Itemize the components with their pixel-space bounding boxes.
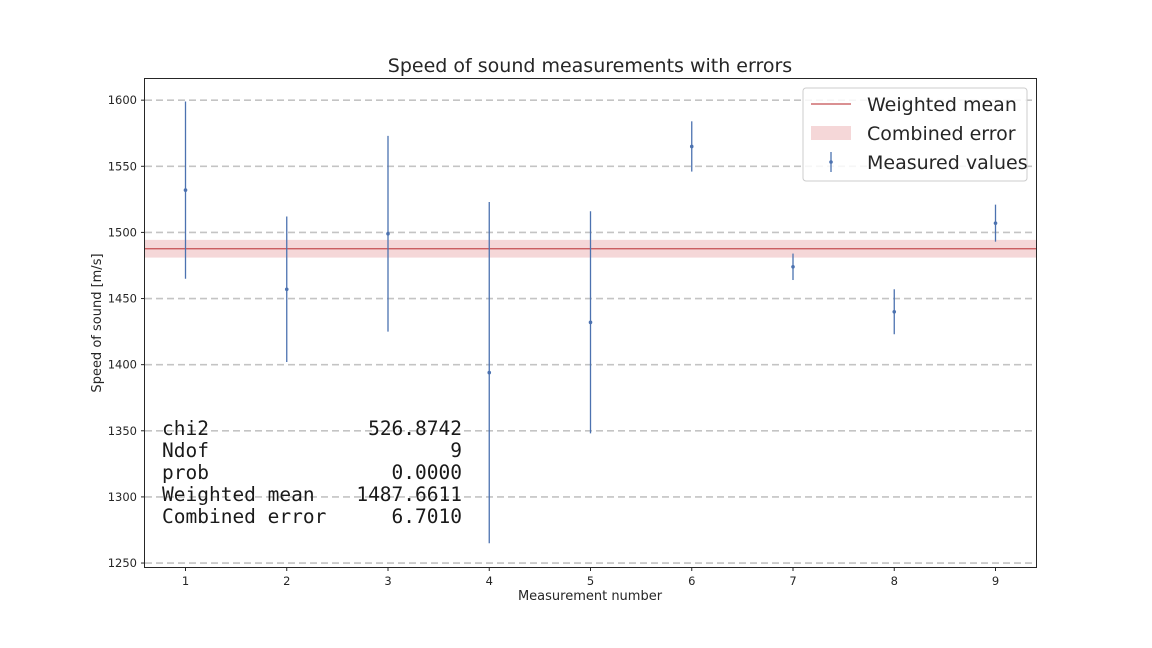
stats-box: chi2 526.8742 Ndof 9 prob 0.0000 Weighted mean… bbox=[162, 417, 462, 528]
x-tick-label: 4 bbox=[486, 574, 493, 588]
stat-value: 526.8742 bbox=[368, 417, 462, 440]
x-tick-label: 7 bbox=[789, 574, 796, 588]
stat-label: Combined error bbox=[162, 505, 326, 528]
x-tick-label: 5 bbox=[587, 574, 594, 588]
x-tick-label: 1 bbox=[182, 574, 189, 588]
stat-value: 6.7010 bbox=[392, 505, 462, 528]
series-layer bbox=[145, 101, 1036, 544]
y-tick-label: 1450 bbox=[108, 292, 137, 306]
y-tick-label: 1300 bbox=[108, 490, 137, 504]
stat-label: chi2 bbox=[162, 417, 209, 440]
data-point bbox=[487, 370, 492, 375]
x-tick-label: 3 bbox=[384, 574, 391, 588]
y-tick-label: 1400 bbox=[108, 358, 137, 372]
data-point bbox=[386, 231, 390, 236]
data-point bbox=[689, 144, 694, 149]
legend-entry-label: Combined error bbox=[867, 123, 1016, 145]
legend-frame bbox=[802, 87, 1028, 182]
data-point bbox=[588, 320, 593, 325]
stat-value: 0.0000 bbox=[392, 461, 462, 484]
stat-value: 9 bbox=[450, 439, 462, 462]
x-tick-label: 6 bbox=[688, 574, 695, 588]
x-tick-label: 2 bbox=[283, 574, 290, 588]
stat-label: prob bbox=[162, 461, 209, 484]
data-point bbox=[993, 221, 998, 225]
legend-band-swatch bbox=[811, 126, 851, 140]
stat-label: Ndof bbox=[162, 439, 209, 462]
y-tick-label: 1250 bbox=[108, 556, 137, 570]
y-tick-label: 1350 bbox=[108, 424, 137, 438]
y-axis-label: Speed of sound [m/s] bbox=[90, 253, 105, 392]
data-point bbox=[791, 264, 795, 269]
data-point bbox=[284, 287, 289, 292]
legend-entry-label: Weighted mean bbox=[867, 94, 1017, 116]
x-tick-layer: 1 2 3 4 5 6 7 8 9 bbox=[182, 567, 999, 588]
legend-entry-label: Measured values bbox=[867, 152, 1028, 174]
data-point bbox=[183, 188, 188, 192]
legend: Weighted mean Combined error Measured valu… bbox=[802, 87, 1028, 182]
y-tick-label: 1500 bbox=[108, 225, 137, 239]
x-tick-label: 9 bbox=[992, 574, 999, 588]
data-point bbox=[892, 309, 897, 314]
x-axis-label: Measurement number bbox=[518, 589, 663, 604]
x-tick-label: 8 bbox=[891, 574, 898, 588]
legend-point-swatch bbox=[829, 160, 833, 164]
y-tick-label: 1550 bbox=[108, 159, 137, 173]
stat-label: Weighted mean bbox=[162, 483, 315, 506]
y-tick-label: 1600 bbox=[108, 93, 137, 107]
stat-value: 1487.6611 bbox=[356, 483, 462, 506]
chart-title: Speed of sound measurements with errors bbox=[388, 55, 792, 77]
y-tick-layer: 1250 1300 1350 1400 1450 1500 1550 1600 bbox=[108, 93, 145, 570]
